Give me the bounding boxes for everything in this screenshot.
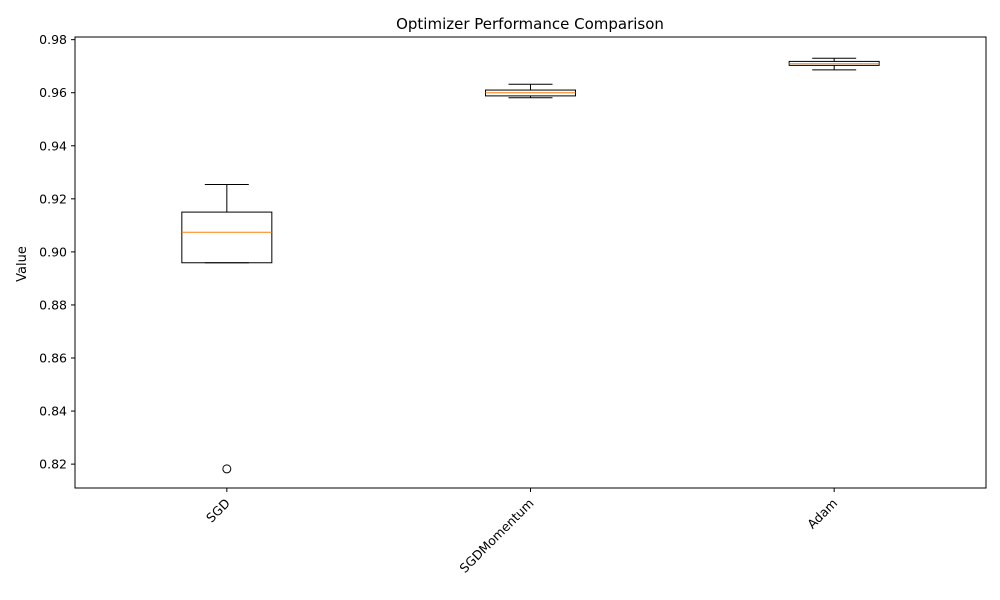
y-tick-label: 0.96: [39, 85, 67, 100]
y-tick-label: 0.90: [39, 244, 67, 259]
chart-title: Optimizer Performance Comparison: [396, 15, 664, 33]
y-tick-label: 0.94: [39, 138, 67, 153]
x-tick-label: SGDMomentum: [456, 496, 536, 576]
outlier-point: [222, 464, 232, 474]
y-tick-label: 0.82: [39, 457, 67, 472]
x-tick-label: Adam: [804, 496, 840, 532]
y-tick-label: 0.92: [39, 191, 67, 206]
y-tick-label: 0.98: [39, 32, 67, 47]
y-axis-label: Value: [15, 246, 30, 282]
y-tick-label: 0.86: [39, 351, 67, 366]
box-iqr: [181, 211, 273, 264]
plot-area-frame: [74, 36, 987, 489]
x-tick-label: SGD: [203, 496, 233, 526]
y-tick-label: 0.84: [39, 404, 67, 419]
y-tick-label: 0.88: [39, 297, 67, 312]
